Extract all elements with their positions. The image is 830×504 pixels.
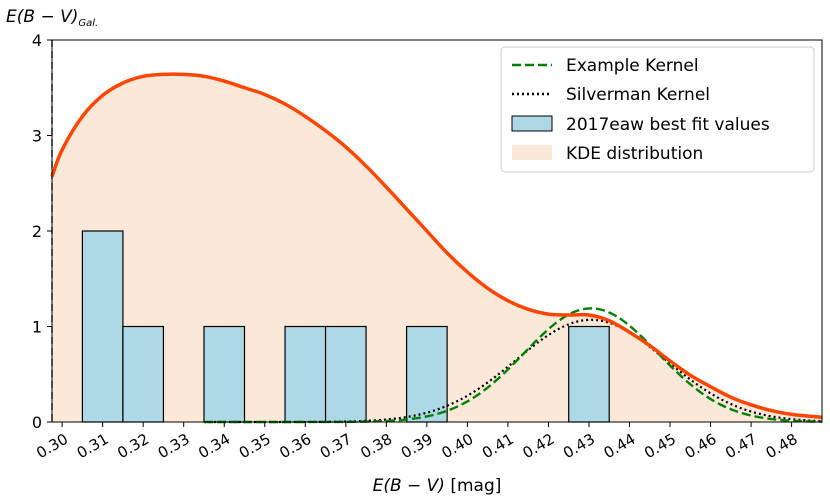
legend-frame [500, 46, 815, 173]
x-axis-ticks: 0.30 0.31 0.32 0.33 0.34 0.35 0.36 0.37 0.38 0.39… [33, 422, 801, 462]
y-axis-label: E(B − V)Gal. [6, 7, 98, 29]
legend-label-best-fit-values: 2017eaw best fit values [566, 115, 770, 135]
y-tick-label-4: 4 [32, 31, 42, 50]
x-tick-label-13: 0.43 [560, 430, 598, 462]
x-tick-label-16: 0.46 [682, 430, 720, 462]
y-tick-label-0: 0 [32, 413, 42, 432]
x-tick-label-6: 0.36 [276, 430, 314, 462]
x-tick-label-18: 0.48 [763, 430, 801, 462]
histogram-bar-2 [203, 325, 246, 423]
legend-label-silverman-kernel: Silverman Kernel [566, 85, 710, 105]
legend-label-kde-distribution: KDE distribution [566, 144, 703, 164]
legend-swatch-best-fit-values [511, 115, 553, 132]
x-tick-label-8: 0.38 [357, 430, 395, 462]
histogram-bar-6 [568, 325, 610, 423]
example-kernel-curve [203, 307, 823, 424]
x-tick-label-0: 0.30 [33, 430, 71, 462]
y-tick-label-2: 2 [32, 222, 42, 241]
x-tick-label-14: 0.44 [601, 430, 639, 462]
x-tick-label-12: 0.42 [520, 430, 558, 462]
y-tick-label-1: 1 [32, 318, 42, 337]
histogram-bar-0 [81, 230, 124, 423]
x-tick-label-5: 0.35 [236, 430, 274, 462]
x-tick-label-17: 0.47 [722, 430, 760, 462]
y-axis-label-main: E(B − V) [6, 7, 78, 27]
x-tick-label-2: 0.32 [114, 430, 152, 462]
y-axis-label-sub: Gal. [78, 18, 98, 29]
x-tick-label-1: 0.31 [74, 430, 112, 462]
x-tick-label-11: 0.41 [479, 430, 517, 462]
y-tick-label-3: 3 [32, 127, 42, 146]
histogram-bar-5 [406, 325, 448, 423]
kde-curve [50, 72, 823, 419]
histogram-bar-1 [122, 325, 165, 423]
x-tick-label-15: 0.45 [641, 430, 679, 462]
plot-area [50, 40, 823, 424]
histogram-bar-3 [284, 325, 327, 423]
x-tick-label-9: 0.39 [398, 430, 436, 462]
legend-swatch-kde-distribution [512, 145, 552, 160]
histogram-bar-4 [324, 325, 367, 423]
x-tick-label-10: 0.40 [438, 430, 476, 462]
x-tick-label-4: 0.34 [195, 430, 233, 462]
legend: Example Kernel Silverman Kernel 2017eaw … [500, 46, 815, 173]
x-axis-label-unit: [mag] [445, 476, 501, 496]
x-tick-label-3: 0.33 [155, 430, 193, 462]
x-tick-label-7: 0.37 [317, 430, 355, 462]
x-axis-label-main: E(B − V) [373, 476, 445, 496]
x-axis-label: E(B − V) [mag] [373, 476, 502, 496]
y-axis-ticks: 0 1 2 3 4 [32, 31, 52, 432]
legend-label-example-kernel: Example Kernel [566, 56, 699, 76]
